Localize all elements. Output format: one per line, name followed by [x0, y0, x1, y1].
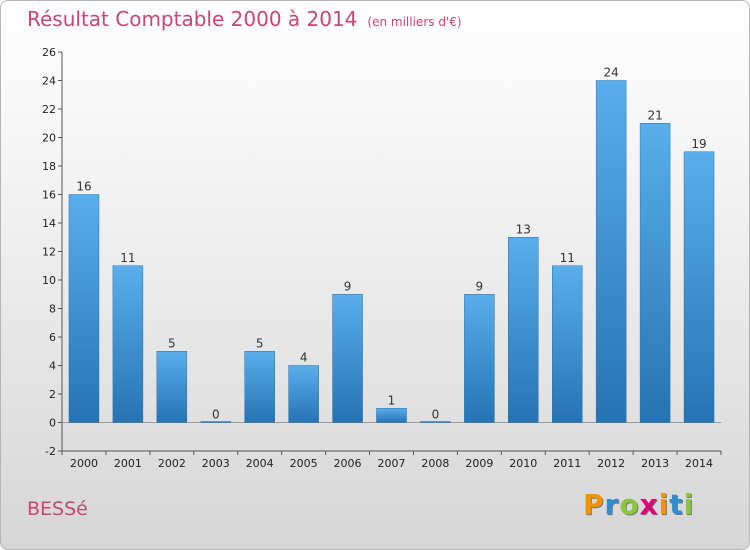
bar-2003	[200, 421, 232, 423]
data-label-2003: 0	[212, 408, 220, 422]
bar-2009	[464, 294, 495, 423]
bar-2006	[332, 294, 363, 423]
x-tick-label-2011: 2011	[553, 457, 581, 470]
proxiti-logo[interactable]: Proxiti	[583, 488, 694, 521]
logo-letter: o	[619, 488, 640, 521]
x-tick-label-2006: 2006	[334, 457, 362, 470]
bar-2011	[551, 265, 583, 423]
y-tick-label: 24	[42, 75, 56, 88]
x-tick-label-2007: 2007	[378, 457, 406, 470]
y-tick-label: 2	[49, 388, 56, 401]
data-label-2014: 19	[691, 137, 706, 151]
y-tick-label: 18	[42, 160, 56, 173]
bar-2010	[508, 237, 539, 423]
y-tick-label: 6	[49, 331, 56, 344]
bar-2008	[420, 421, 451, 423]
y-tick-label: 4	[49, 360, 56, 373]
x-tick-label-2008: 2008	[421, 457, 449, 470]
x-tick-label-2009: 2009	[465, 457, 493, 470]
bar-2013	[639, 123, 671, 423]
x-tick-label-2013: 2013	[641, 457, 669, 470]
data-label-2006: 9	[344, 279, 352, 293]
bars	[68, 80, 715, 423]
y-tick-label: 10	[42, 274, 56, 287]
data-label-2009: 9	[476, 279, 484, 293]
title-unit: (en milliers d'€)	[367, 15, 462, 29]
bar-2001	[112, 265, 144, 423]
labels: 16 2000 11 2001 5 2002 0 2003 5 2004 4 2005 9 2006 1 20…	[70, 66, 713, 471]
logo-letter: i	[683, 488, 695, 521]
y-tick-label: 14	[42, 217, 56, 230]
data-label-2013: 21	[647, 108, 662, 122]
data-label-2010: 13	[516, 222, 531, 236]
bar-2000	[68, 194, 100, 423]
y-tick-label: -2	[45, 445, 56, 458]
data-label-2005: 4	[300, 351, 308, 365]
logo-letter: P	[583, 488, 605, 521]
data-label-2007: 1	[388, 393, 396, 407]
x-tick-label-2003: 2003	[202, 457, 230, 470]
x-tick-label-2010: 2010	[509, 457, 537, 470]
data-label-2002: 5	[168, 336, 176, 350]
bar-2004	[244, 351, 275, 423]
commune-name: BESSé	[27, 498, 88, 520]
y-tick-label: 12	[42, 246, 56, 259]
x-tick-label-2005: 2005	[290, 457, 318, 470]
data-label-2004: 5	[256, 336, 264, 350]
x-tick-label-2001: 2001	[114, 457, 142, 470]
x-tick-label-2000: 2000	[70, 457, 98, 470]
bar-2012	[595, 80, 627, 423]
title-text: Résultat Comptable 2000 à 2014	[27, 7, 358, 31]
x-tick-label-2004: 2004	[246, 457, 274, 470]
x-tick-label-2014: 2014	[685, 457, 713, 470]
y-tick-label: 16	[42, 189, 56, 202]
x-tick-label-2002: 2002	[158, 457, 186, 470]
y-tick-label: 22	[42, 103, 56, 116]
logo-letter: i	[658, 488, 670, 521]
chart-title: Résultat Comptable 2000 à 2014 (en millie…	[27, 7, 462, 31]
logo-letter: t	[669, 488, 684, 521]
bar-2005	[288, 365, 319, 423]
y-tick-label: 20	[42, 132, 56, 145]
logo-letter: r	[604, 488, 620, 521]
bar-2002	[156, 351, 188, 423]
x-tick-label-2012: 2012	[597, 457, 625, 470]
data-label-2001: 11	[120, 251, 135, 265]
bar-2007	[376, 408, 407, 423]
bar-2014	[683, 151, 715, 423]
data-label-2000: 16	[76, 180, 91, 194]
y-tick-label: 26	[42, 46, 56, 59]
y-tick-label: 8	[49, 303, 56, 316]
logo-letter: x	[639, 488, 659, 521]
data-label-2008: 0	[432, 408, 440, 422]
y-tick-label: 0	[49, 417, 56, 430]
data-label-2011: 11	[560, 251, 575, 265]
data-label-2012: 24	[604, 66, 619, 80]
